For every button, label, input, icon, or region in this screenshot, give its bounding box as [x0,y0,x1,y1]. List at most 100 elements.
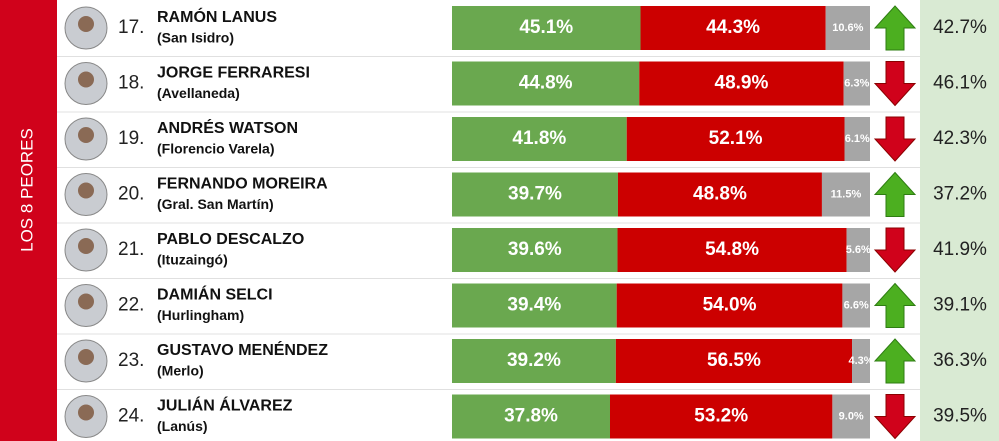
rank: 22. [118,295,144,316]
trend-down [873,116,917,162]
nsnc-label: 4.3% [848,355,873,367]
approve-label: 41.8% [512,128,566,149]
previous: 41.9% [933,239,987,260]
city: (San Isidro) [157,30,234,46]
nsnc-label: 11.5% [831,188,862,200]
name: ANDRÉS WATSON [157,118,298,137]
approve-bar [452,394,611,439]
photo-head [78,16,94,32]
name: FERNANDO MOREIRA [157,176,328,193]
disapprove-label: 54.0% [703,295,757,316]
nsnc-label: 10.6% [832,22,863,34]
nsnc-label: 6.3% [844,77,869,89]
trend-up [873,338,917,384]
previous: 39.5% [933,406,987,427]
nsnc-label: 6.6% [844,299,869,311]
name: GUSTAVO MENÉNDEZ [157,340,328,359]
disapprove-bar [617,228,847,272]
nsnc-label: 9.0% [839,410,864,422]
approve-label: 44.8% [519,73,573,94]
approve-label: 39.4% [507,295,561,316]
previous: 39.1% [933,295,987,316]
rank: 23. [118,350,144,371]
name: JORGE FERRARESI [157,65,310,82]
approve-label: 39.6% [508,239,562,260]
trend-down [873,227,917,273]
photo-head [78,71,94,88]
approve-bar [452,172,618,217]
previous-column [920,0,999,441]
name: PABLO DESCALZO [157,231,304,248]
trend-up [873,282,917,328]
disapprove-label: 44.3% [706,17,760,38]
city: (Lanús) [157,418,208,434]
disapprove-bar [639,61,844,106]
disapprove-label: 56.5% [707,350,761,371]
nsnc-label: 6.1% [845,133,870,145]
disapprove-label: 52.1% [709,128,763,149]
disapprove-label: 53.2% [694,406,748,427]
photo-head [78,238,94,254]
approve-bar [452,283,617,328]
rank: 21. [118,239,144,260]
disapprove-bar [610,394,833,439]
nsnc-bar [843,61,870,106]
approve-bar [452,61,640,106]
approve-label: 37.8% [504,406,558,427]
nsnc-bar [844,117,870,161]
approve-label: 45.1% [519,17,573,38]
trend-down [873,394,917,440]
trend-down [873,61,917,107]
approve-bar [452,6,641,50]
rank: 24. [118,406,144,427]
approve-label: 39.7% [508,184,562,205]
disapprove-label: 48.9% [715,73,769,94]
approve-bar [452,339,616,383]
nsnc-bar [832,394,870,439]
name: DAMIÁN SELCI [157,285,273,304]
nsnc-bar [825,6,870,50]
rank: 20. [118,184,144,205]
previous: 42.7% [933,17,987,38]
disapprove-bar [640,6,826,50]
photo-head [78,182,94,199]
previous: 37.2% [933,184,987,205]
disapprove-bar [616,283,843,328]
disapprove-bar [626,117,845,161]
section-label: LOS 8 PEORES [17,128,36,252]
approve-bar [452,117,627,161]
name: RAMÓN LANUS [157,7,277,26]
city: (Merlo) [157,363,204,379]
side-band [0,0,57,441]
city: (Florencio Varela) [157,141,274,157]
previous: 42.3% [933,128,987,149]
rank: 19. [118,128,144,149]
nsnc-bar [852,339,870,383]
previous: 46.1% [933,73,987,94]
nsnc-bar [821,172,870,217]
rank: 17. [118,17,144,38]
trend-up [873,5,917,51]
rank: 18. [118,73,144,94]
photo-head [78,404,94,421]
city: (Hurlingham) [157,307,244,323]
name: JULIÁN ÁLVAREZ [157,396,293,415]
nsnc-bar [846,228,870,272]
trend-up [873,171,917,217]
photo-head [78,349,94,365]
disapprove-bar [617,172,822,217]
previous: 36.3% [933,350,987,371]
nsnc-label: 5.6% [846,244,871,256]
city: (Ituzaingó) [157,252,228,268]
approve-bar [452,228,618,272]
disapprove-bar [615,339,853,383]
nsnc-bar [842,283,870,328]
disapprove-label: 48.8% [693,184,747,205]
photo-head [78,293,94,310]
city: (Gral. San Martín) [157,196,274,212]
approve-label: 39.2% [507,350,561,371]
photo-head [78,127,94,143]
city: (Avellaneda) [157,85,240,101]
disapprove-label: 54.8% [705,239,759,260]
